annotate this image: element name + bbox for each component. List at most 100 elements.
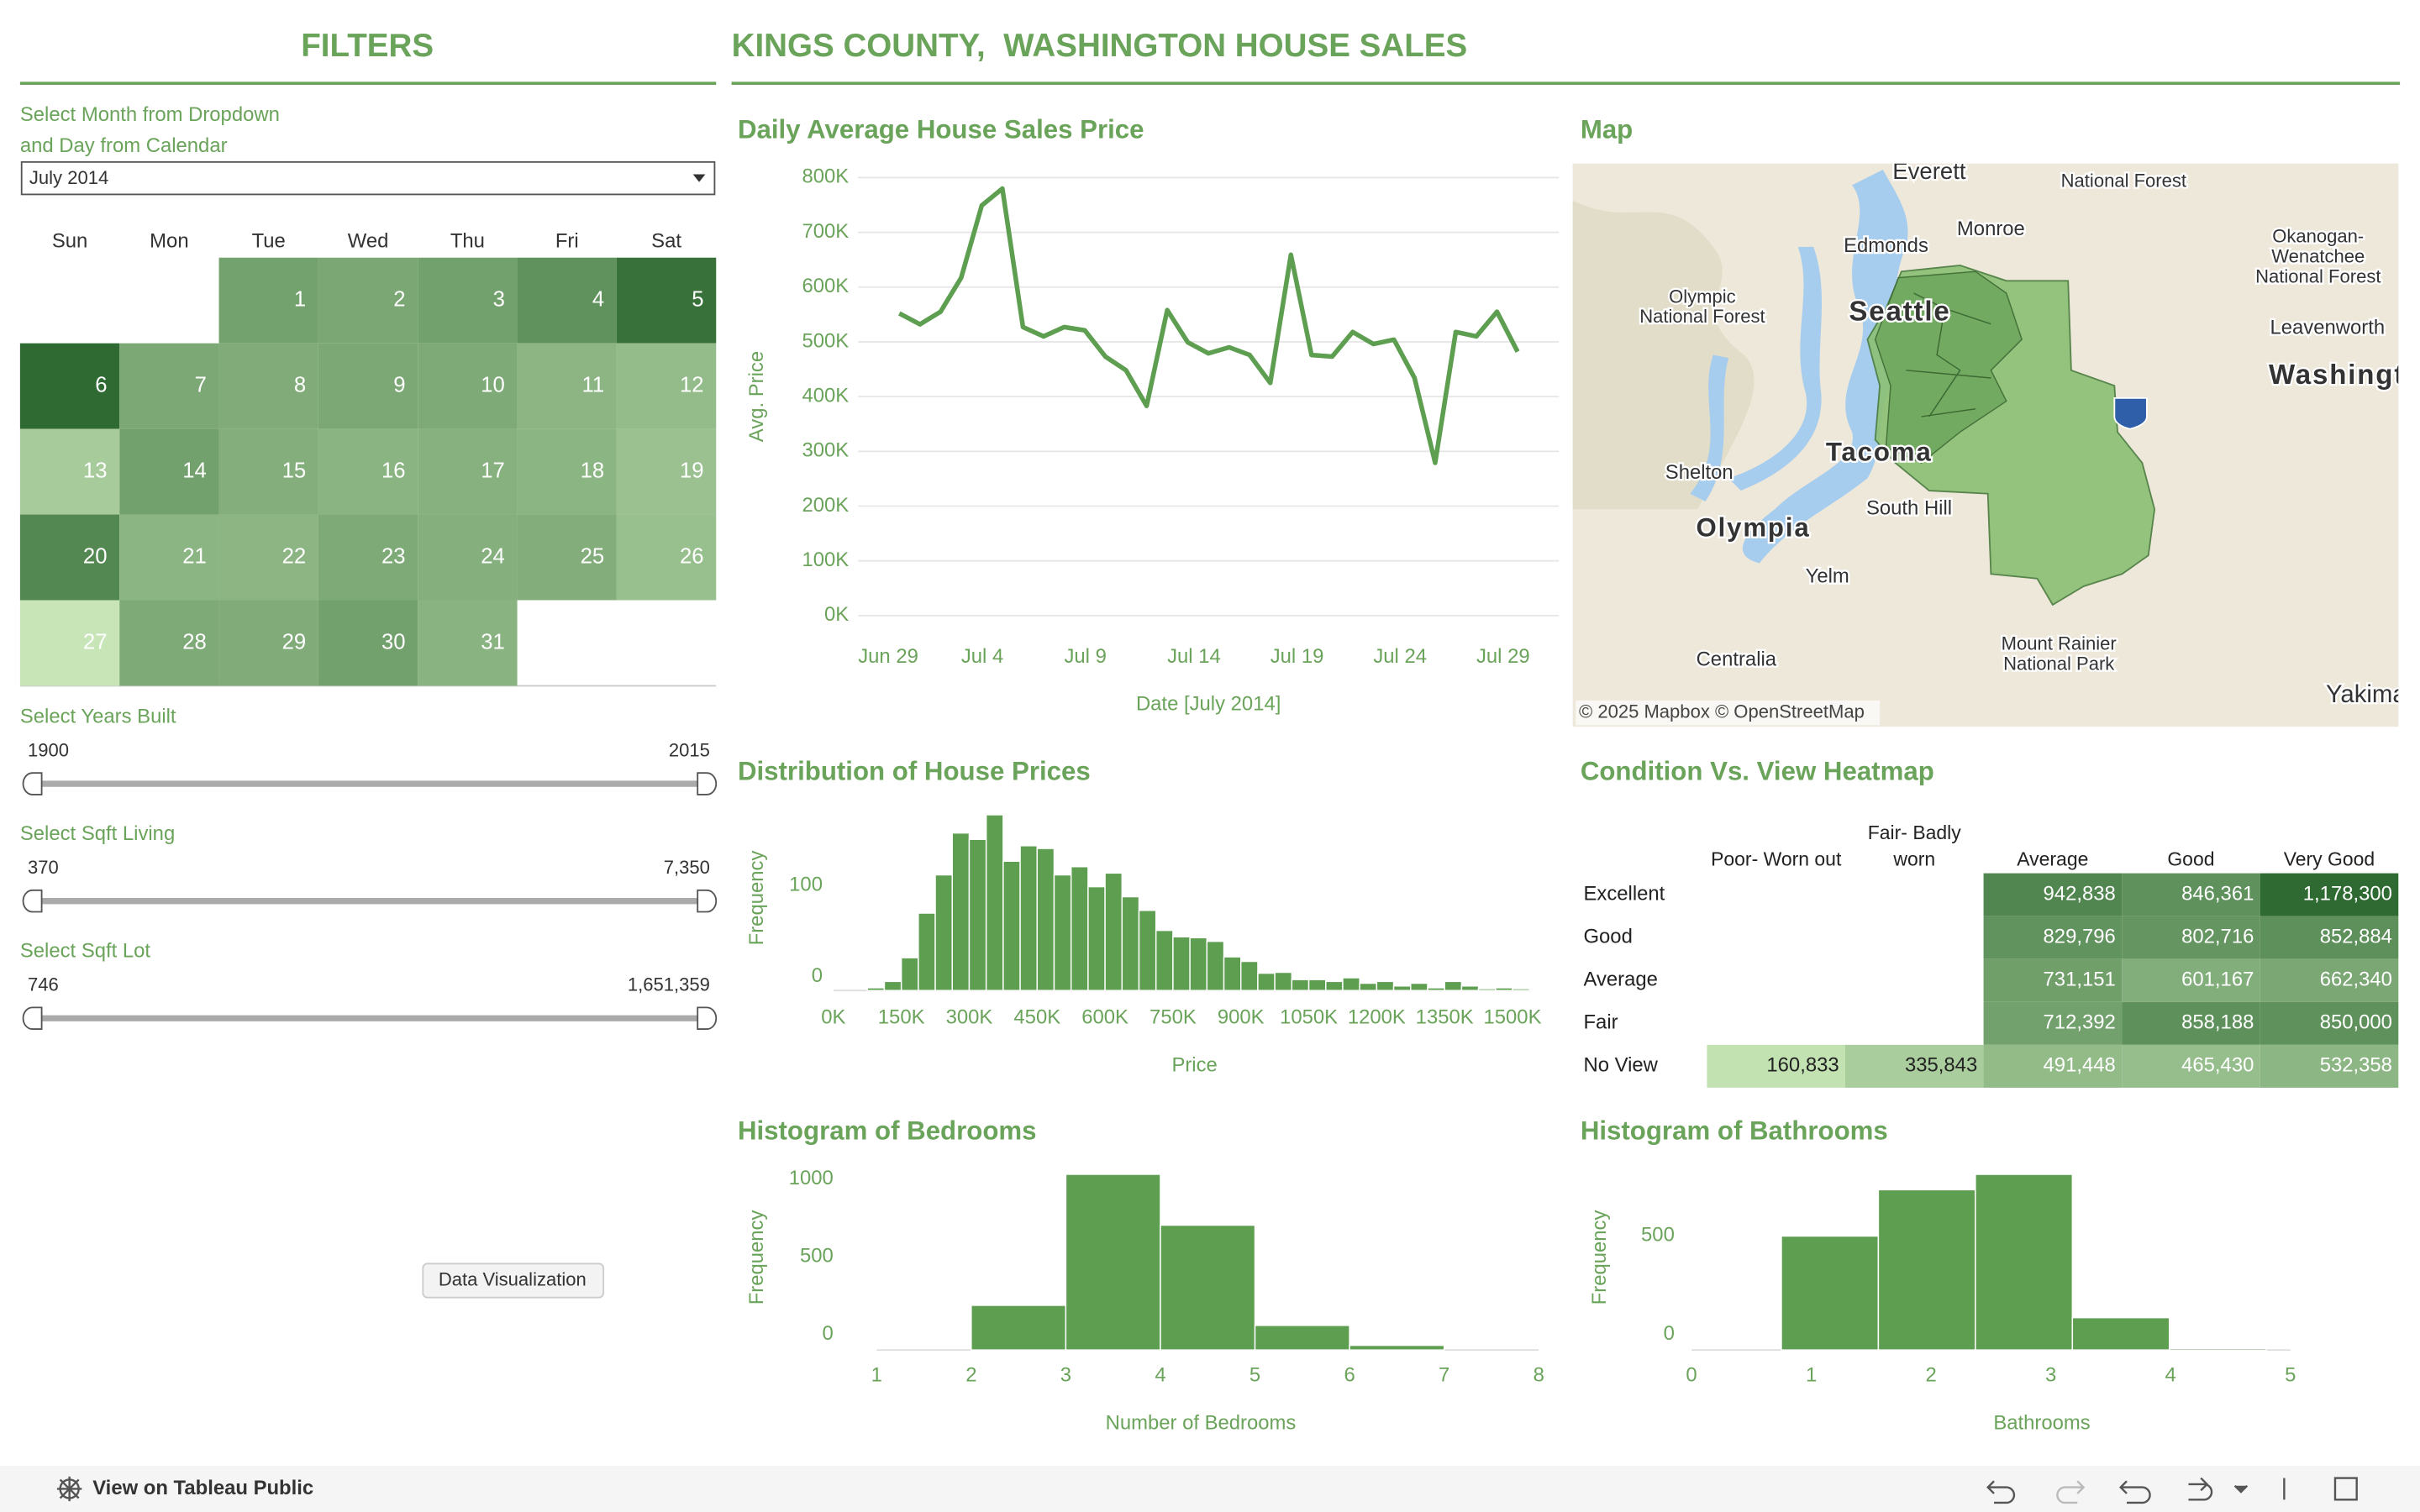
- x-tick-label: Jul 29: [1476, 645, 1530, 668]
- slider-handle[interactable]: [697, 1006, 718, 1031]
- calendar-day-number: 10: [481, 373, 505, 396]
- heatmap-cell: [1983, 1001, 2123, 1045]
- histogram-bar: [1104, 872, 1123, 991]
- calendar-day-number: 31: [481, 630, 505, 654]
- calendar-day-number: 3: [493, 288, 505, 312]
- calendar-day[interactable]: [318, 514, 418, 601]
- histogram-bar: [1254, 1325, 1350, 1351]
- calendar-day-number: 12: [680, 373, 704, 396]
- calendar-day[interactable]: [218, 514, 318, 601]
- histogram-bar: [1065, 1173, 1161, 1351]
- calendar-day[interactable]: [616, 257, 717, 344]
- calendar-day[interactable]: [218, 343, 318, 429]
- month-dropdown[interactable]: [20, 160, 716, 196]
- calendar-day[interactable]: [218, 428, 318, 515]
- calendar-day[interactable]: [616, 428, 717, 515]
- calendar-day[interactable]: [517, 343, 617, 429]
- calendar-day-number: 17: [481, 459, 505, 482]
- x-axis-label: Bathrooms: [1993, 1412, 2090, 1435]
- x-tick-label: 6: [1344, 1364, 1355, 1387]
- histogram-bar: [1138, 910, 1157, 991]
- calendar-day[interactable]: [119, 600, 219, 686]
- calendar-day[interactable]: [19, 600, 120, 686]
- heatmap-cell: [1707, 1044, 1845, 1088]
- calendar-day[interactable]: [418, 428, 518, 515]
- histogram-bar: [2071, 1316, 2170, 1351]
- calendar-day[interactable]: [418, 600, 518, 686]
- slider-handle[interactable]: [22, 889, 43, 913]
- column-header: Poor- Worn out: [1711, 848, 1842, 870]
- weekday-label: Wed: [348, 230, 389, 253]
- cell-label: 850,000: [2320, 1011, 2392, 1034]
- calendar-day[interactable]: [218, 600, 318, 686]
- y-axis-label: Avg. Price: [745, 351, 768, 442]
- histogram-bar: [1019, 845, 1039, 991]
- x-tick-label: 600K: [1081, 1006, 1128, 1029]
- map-attribution: © 2025 Mapbox © OpenStreetMap: [1579, 701, 1865, 722]
- calendar-day[interactable]: [318, 600, 418, 686]
- y-tick-label: 700K: [802, 220, 849, 243]
- map: Everett National Forest Monroe Edmonds Okano…: [1572, 164, 2398, 726]
- section-title: Daily Average House Sales Price: [738, 114, 1144, 144]
- histogram-bar: [1257, 972, 1276, 991]
- calendar-day[interactable]: [616, 514, 717, 601]
- calendar-day[interactable]: [418, 343, 518, 429]
- calendar-day[interactable]: [517, 514, 617, 601]
- column-header-box: Good: [2167, 848, 2214, 870]
- tableau-link[interactable]: View on Tableau Public: [92, 1477, 313, 1499]
- y-axis-label: Frequency: [1588, 1210, 1611, 1305]
- slider-min: 1900: [28, 739, 69, 760]
- map-label: Seattle: [1849, 297, 1950, 328]
- calendar-day[interactable]: [19, 514, 120, 601]
- calendar-day[interactable]: [19, 428, 120, 515]
- slider-track: [34, 780, 706, 787]
- calendar-day[interactable]: [517, 257, 617, 344]
- calendar-day[interactable]: [218, 257, 318, 344]
- cell-label: 335,843: [1905, 1054, 1977, 1077]
- x-tick-label: 5: [1249, 1364, 1260, 1387]
- histogram-bar: [1070, 866, 1089, 991]
- slider-min: 746: [28, 974, 59, 995]
- calendar-day[interactable]: [318, 343, 418, 429]
- histogram-bar: [1495, 987, 1513, 991]
- y-tick-label: 0: [812, 964, 823, 987]
- histogram-bar: [1274, 971, 1293, 991]
- heatmap-cell: [2260, 958, 2399, 1002]
- tooltip-text: Data Visualization: [439, 1268, 587, 1289]
- calendar-day-number: 27: [83, 630, 108, 654]
- slider-max: 1,651,359: [628, 974, 710, 995]
- calendar-day-number: 26: [680, 544, 704, 568]
- section-title: Map: [1581, 114, 1633, 144]
- calendar-day[interactable]: [119, 343, 219, 429]
- heatmap-cell: [2122, 873, 2260, 916]
- calendar-day[interactable]: [119, 514, 219, 601]
- heatmap-cell: [1845, 1044, 1984, 1088]
- histogram-bar: [2169, 1347, 2267, 1351]
- cell-label: 829,796: [2044, 925, 2116, 948]
- x-tick-label: 0K: [821, 1006, 845, 1029]
- slider-handle[interactable]: [22, 772, 43, 795]
- x-tick-label: 450K: [1013, 1006, 1060, 1029]
- slider-handle[interactable]: [22, 1006, 43, 1031]
- calendar-day-number: 8: [294, 373, 306, 396]
- tooltip: [422, 1263, 605, 1299]
- histogram-bar: [1121, 895, 1140, 991]
- calendar-day[interactable]: [318, 257, 418, 344]
- cell-label: 532,358: [2320, 1054, 2392, 1077]
- calendar-day[interactable]: [418, 257, 518, 344]
- calendar-day[interactable]: [19, 343, 120, 429]
- calendar-day[interactable]: [616, 343, 717, 429]
- x-tick-label: Jun 29: [858, 645, 918, 668]
- calendar-day[interactable]: [418, 514, 518, 601]
- slider-handle[interactable]: [697, 772, 718, 795]
- calendar-day[interactable]: [517, 428, 617, 515]
- y-tick-label: 300K: [802, 439, 849, 462]
- calendar-day[interactable]: [119, 428, 219, 515]
- calendar-day[interactable]: [318, 428, 418, 515]
- histogram-bar: [1002, 860, 1021, 991]
- calendar-day-number: 4: [592, 288, 604, 312]
- slider-handle[interactable]: [697, 889, 718, 913]
- slider-label: Select Sqft Living: [20, 822, 175, 845]
- y-tick-label: 0: [823, 1322, 834, 1345]
